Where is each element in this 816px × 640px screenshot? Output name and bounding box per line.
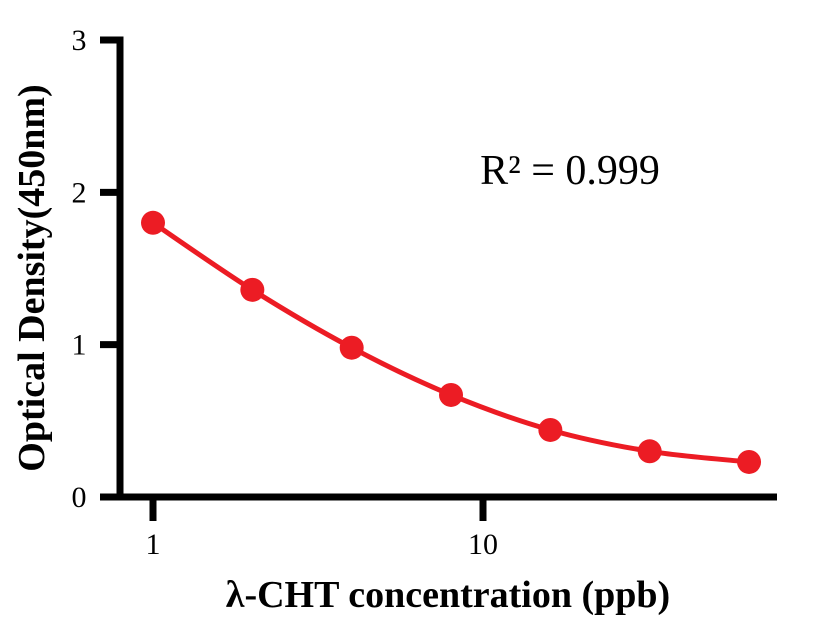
data-point — [240, 277, 265, 302]
y-tick-label: 1 — [72, 329, 87, 362]
data-point — [538, 417, 563, 442]
data-point — [339, 335, 364, 360]
data-point — [439, 382, 464, 407]
x-tick-label: 10 — [468, 528, 498, 561]
y-tick-label: 0 — [72, 481, 87, 514]
x-tick-label: 1 — [146, 528, 161, 561]
data-point — [637, 439, 662, 464]
r-squared-annotation: R² = 0.999 — [480, 148, 660, 194]
y-axis-title: Optical Density(450nm) — [11, 84, 53, 471]
x-axis-ticks: 1 10 — [146, 497, 498, 561]
x-axis-title: λ-CHT concentration (ppb) — [226, 574, 670, 616]
y-tick-label: 2 — [72, 176, 87, 209]
data-point — [737, 449, 762, 474]
curve-line — [150, 220, 752, 465]
y-axis-ticks: 0 1 2 3 — [72, 24, 123, 514]
data-points — [141, 210, 762, 474]
data-point — [141, 210, 165, 235]
y-tick-label: 3 — [72, 24, 87, 57]
axes — [100, 36, 777, 501]
